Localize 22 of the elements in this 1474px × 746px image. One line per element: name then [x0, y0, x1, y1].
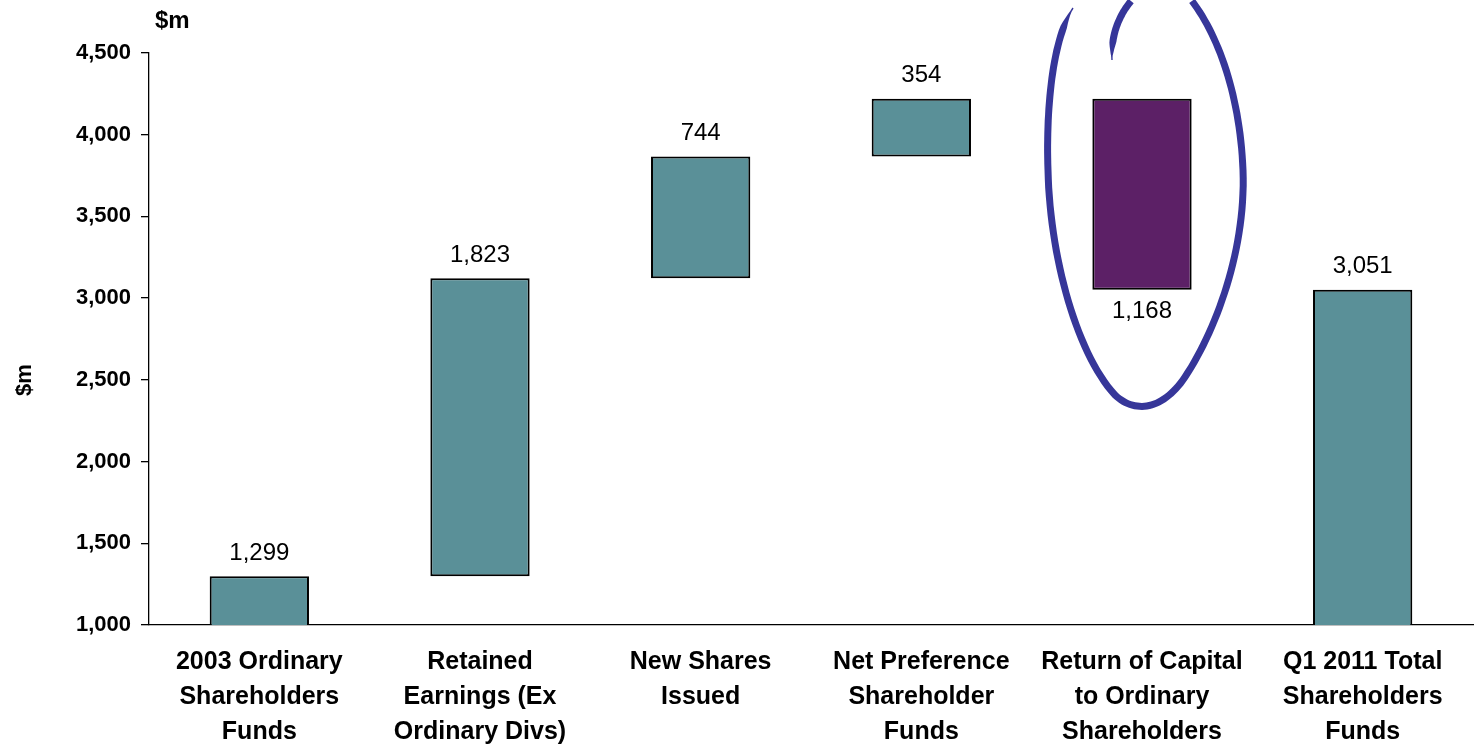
data-label: 744	[680, 118, 721, 146]
x-tick-label: Q1 2011 Total Shareholders Funds	[1282, 646, 1443, 745]
y-tick-label: 1,500	[75, 529, 131, 555]
y-tick-label: 4,500	[75, 39, 131, 65]
y-tick-label: 3,500	[75, 202, 131, 228]
data-label: 354	[901, 60, 942, 88]
y-tick-label: 2,500	[75, 365, 131, 391]
y-axis-title: $m	[11, 364, 37, 396]
y-tick-label: 1,000	[75, 611, 131, 637]
x-tick-label: Retained Earnings (Ex Ordinary Divs)	[393, 646, 567, 745]
y-tick-label: 3,000	[75, 284, 131, 310]
chart-title: $m	[155, 5, 190, 33]
data-label: 1,168	[1111, 296, 1173, 324]
y-tick-label: 4,000	[75, 120, 131, 146]
x-tick-label: Return of Capital to Ordinary Shareholders	[1041, 646, 1243, 745]
data-label: 1,299	[229, 537, 290, 565]
x-tick-label: New Shares Issued	[629, 646, 772, 710]
y-tick-label: 2,000	[75, 447, 131, 473]
data-label: 1,823	[449, 239, 511, 267]
x-tick-label: Net Preference Shareholder Funds	[833, 646, 1010, 745]
data-label: 3,051	[1332, 251, 1393, 279]
x-tick-label: 2003 Ordinary Shareholders Funds	[175, 646, 343, 745]
